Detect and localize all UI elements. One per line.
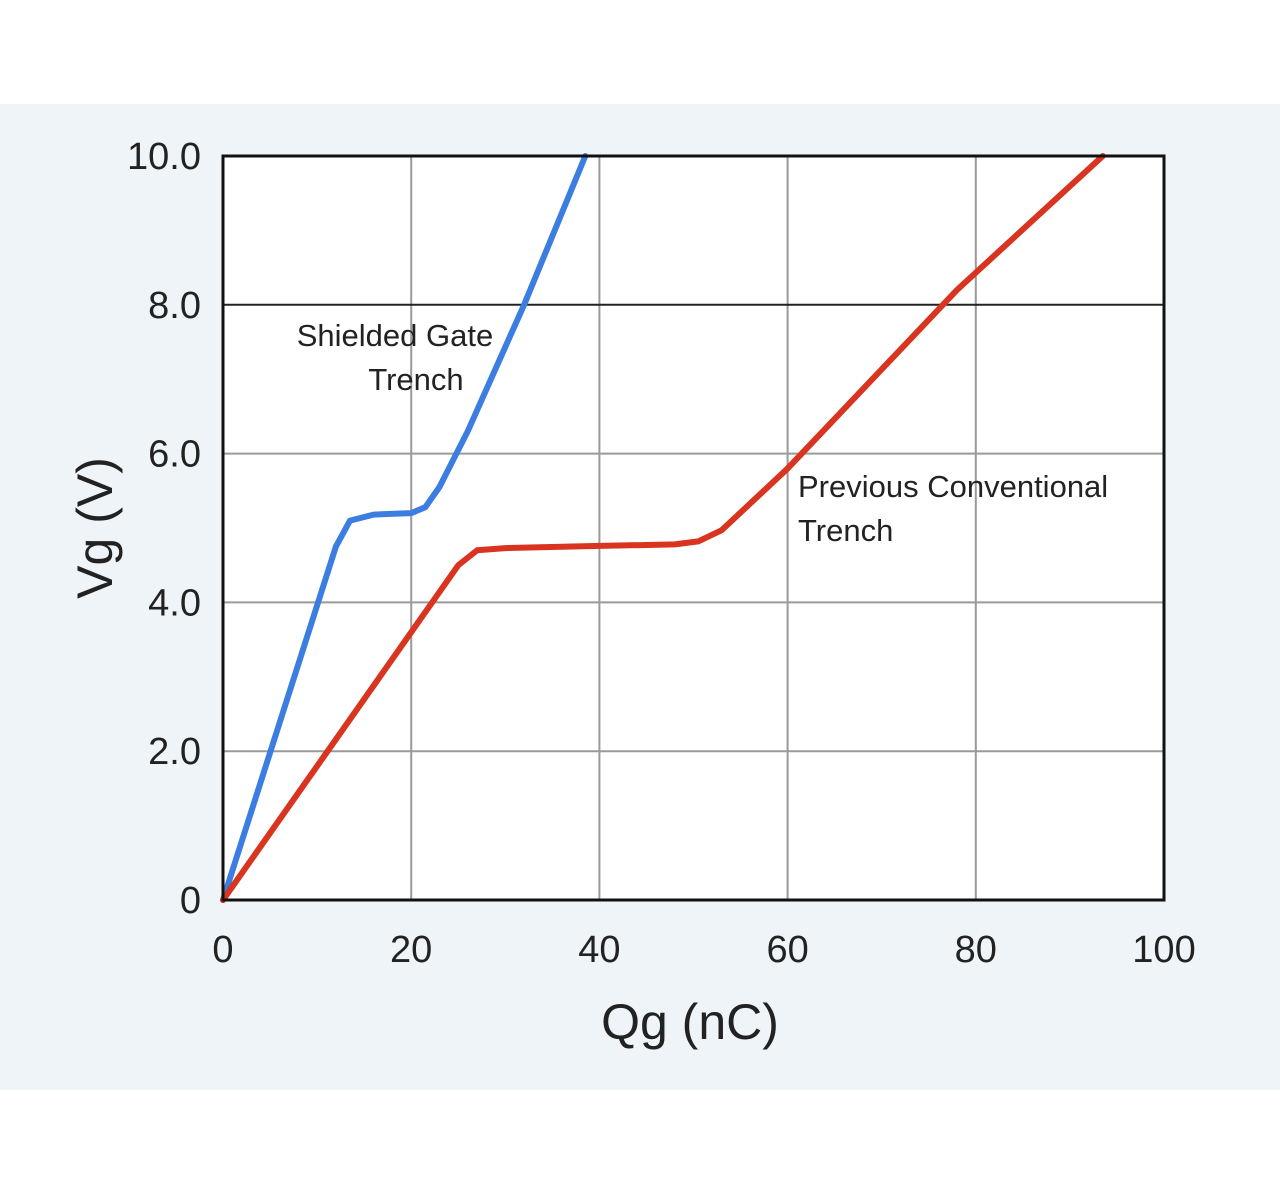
y-tick-label: 4.0 (148, 582, 201, 624)
y-tick-label: 6.0 (148, 434, 201, 476)
chart-panel: 0 20 40 60 80 100 0 2.0 4.0 6.0 8.0 10.0 Qg (nC) V… (0, 104, 1280, 1090)
grid-lines (223, 156, 1164, 900)
x-tick-label: 80 (955, 929, 997, 971)
x-tick-labels: 0 20 40 60 80 100 (212, 929, 1195, 971)
y-tick-label: 10.0 (127, 136, 201, 178)
annotation-conventional-line-1: Previous Conventional (798, 469, 1108, 504)
x-tick-label: 40 (578, 929, 620, 971)
series-line-previous-conventional-trench (220, 153, 1106, 903)
y-tick-label: 8.0 (148, 285, 201, 327)
y-tick-labels: 0 2.0 4.0 6.0 8.0 10.0 (127, 136, 201, 922)
x-tick-label: 100 (1132, 929, 1195, 971)
y-tick-label: 2.0 (148, 731, 201, 773)
x-tick-label: 0 (212, 929, 233, 971)
chart: 0 20 40 60 80 100 0 2.0 4.0 6.0 8.0 10.0 Qg (nC) V… (67, 136, 1196, 1050)
annotation-shielded-gate-line-2: Trench (368, 362, 463, 397)
annotation-conventional-line-2: Trench (798, 513, 893, 548)
x-axis-title: Qg (nC) (601, 994, 779, 1050)
annotation-shielded-gate-line-1: Shielded Gate (297, 318, 493, 353)
y-axis-title: Vg (V) (67, 457, 123, 599)
series-line-shielded-gate-trench (220, 153, 589, 903)
x-tick-label: 60 (766, 929, 808, 971)
y-tick-label: 0 (180, 880, 201, 922)
plot-area (223, 156, 1164, 900)
series-lines (220, 153, 1106, 903)
plot-frame (221, 154, 1166, 902)
x-tick-label: 20 (390, 929, 432, 971)
